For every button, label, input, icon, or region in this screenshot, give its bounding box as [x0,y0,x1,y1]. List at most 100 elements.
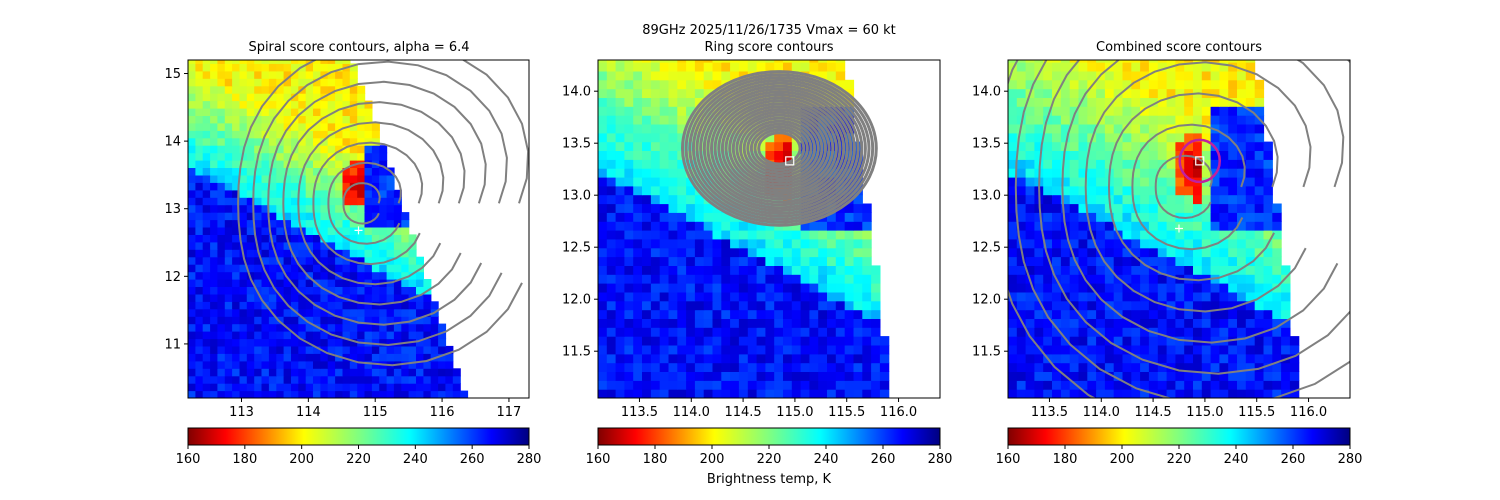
score-contour [1131,123,1246,251]
x-tick-label: 115.5 [828,405,865,420]
score-contour [1038,60,1350,375]
score-contour [312,141,424,266]
y-tick-label: 13 [164,202,181,217]
colorbar-tick-label: 240 [1224,452,1249,467]
score-contour [252,60,508,347]
panel-3-colorbar [1007,427,1351,446]
score-contour [327,161,402,245]
panel-1-image [188,60,529,398]
panel-2-frame [597,59,941,399]
y-tick-label: 12.0 [562,293,591,308]
ring-contour [753,128,806,169]
colorbar-tick-label: 220 [1167,452,1192,467]
panel-2-image [598,60,890,398]
colorbar-label: Brightness temp, K [706,472,832,487]
x-tick-label: 113 [229,405,254,420]
colorbar-tick-label: 280 [517,452,542,467]
panel-3-frame [1007,59,1351,399]
figure-suptitle: 89GHz 2025/11/26/1735 Vmax = 60 kt [642,23,896,38]
panel-1-frame [187,59,530,399]
y-tick-label: 13.5 [562,137,591,152]
ring-contour [717,99,842,198]
panel-1-colorbar [187,427,530,446]
score-contour [1154,154,1213,220]
colorbar-tick-label: 280 [928,452,953,467]
colorbar-tick-label: 180 [1053,452,1078,467]
colorbar-tick-label: 160 [586,452,611,467]
x-tick-label: 116 [430,405,455,420]
ring-contour [724,105,835,192]
x-tick-label: 114 [296,405,321,420]
score-contour [342,182,381,225]
x-tick-label: 113.5 [1031,405,1068,420]
y-tick-label: 12.0 [972,293,1001,308]
panel-2-contours [681,70,878,227]
center-box [785,156,795,166]
ring-contour [728,107,831,189]
panel-3-image [1008,60,1350,398]
y-tick-label: 12.5 [562,241,591,256]
ring-contour [699,84,860,213]
y-tick-label: 13.5 [972,137,1001,152]
y-tick-label: 14 [164,135,181,150]
x-tick-label: 115.0 [776,405,813,420]
y-tick-label: 13.0 [972,189,1001,204]
colorbar-tick-label: 220 [757,452,782,467]
colorbar-tick-label: 260 [871,452,896,467]
x-tick-label: 116.0 [880,405,917,420]
colorbar-tick-label: 200 [289,452,314,467]
ring-contour [695,81,864,215]
ring-contour [742,119,817,178]
colorbar-tick-label: 240 [814,452,839,467]
colorbar-tick-label: 260 [1281,452,1306,467]
x-tick-label: 114.0 [673,405,710,420]
panel-3-title: Combined score contours [1096,40,1262,55]
colorbar-tick-label: 280 [1338,452,1363,467]
x-tick-label: 115.5 [1238,405,1275,420]
ring-contour [731,110,828,186]
ring-contour [702,87,857,210]
colorbar-tick-label: 160 [176,452,201,467]
y-tick-label: 15 [164,67,181,82]
ring-contour [710,93,849,204]
ring-contour [713,96,846,201]
x-tick-label: 115.0 [1186,405,1223,420]
x-tick-label: 115 [363,405,388,420]
center-circle [1178,138,1221,184]
panel-1-contours [237,60,529,367]
score-contour [267,80,487,326]
x-tick-label: 113.5 [621,405,658,420]
colorbar-tick-label: 260 [460,452,485,467]
y-tick-label: 14.0 [562,85,591,100]
panel-2-title: Ring score contours [704,40,834,55]
y-tick-label: 13.0 [562,189,591,204]
score-contour [1084,61,1312,313]
y-tick-label: 12 [164,270,181,285]
y-tick-label: 11.5 [562,345,591,360]
x-tick-label: 114.0 [1083,405,1120,420]
ring-contour [720,102,838,195]
colorbar-tick-label: 160 [996,452,1021,467]
ring-contour [735,113,824,183]
ring-contour [739,116,820,181]
panel-3-contours [1008,60,1350,398]
y-tick-label: 11 [164,337,181,352]
ring-contour [749,125,809,172]
colorbar-tick-label: 200 [1110,452,1135,467]
x-tick-label: 117 [497,405,522,420]
colorbar-tick-label: 180 [643,452,668,467]
ring-contour [688,75,871,221]
ring-contour [746,122,813,175]
score-contour [237,60,529,367]
panel-2-colorbar [597,427,941,446]
score-contour [282,101,466,306]
ring-contour [681,70,878,227]
panel-1-title: Spiral score contours, alpha = 6.4 [248,40,470,55]
y-tick-label: 11.5 [972,345,1001,360]
colorbar-tick-label: 180 [232,452,257,467]
colorbar-tick-label: 240 [403,452,428,467]
score-contour [1061,60,1345,344]
score-contour [297,121,445,286]
